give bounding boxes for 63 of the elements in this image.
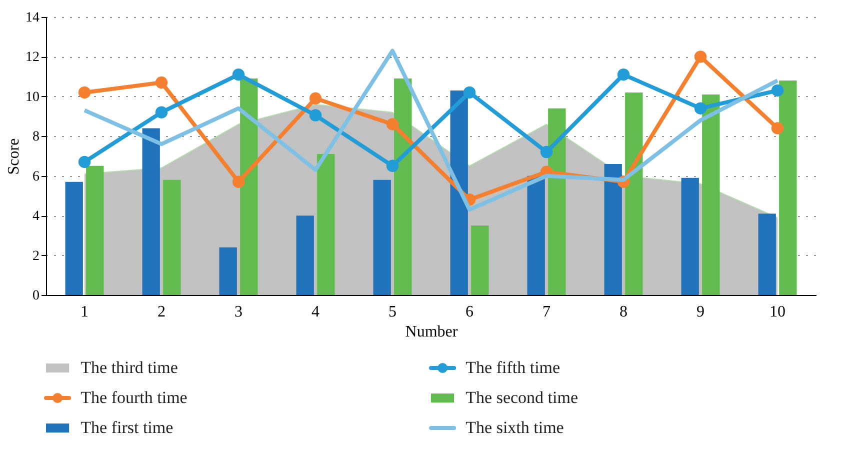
x-tick-label: 4: [312, 304, 320, 320]
point: [694, 102, 707, 114]
y-tick-label: 2: [32, 248, 40, 264]
bar: [779, 80, 797, 295]
point: [771, 122, 784, 134]
legend-label: The first time: [80, 418, 174, 437]
y-tick-label: 8: [32, 130, 40, 145]
y-tick-label: 0: [32, 288, 40, 304]
bar: [471, 226, 489, 295]
x-tick-label: 1: [80, 304, 88, 320]
y-axis-title: Score: [6, 138, 22, 175]
point: [540, 146, 553, 158]
bar: [142, 128, 160, 295]
bar: [702, 94, 720, 295]
bar: [394, 78, 412, 295]
bar: [296, 216, 314, 295]
x-tick-label: 2: [158, 304, 166, 320]
bar: [450, 90, 468, 295]
bar: [317, 154, 335, 295]
point: [232, 176, 245, 188]
y-tick-label: 10: [26, 90, 40, 105]
x-tick-label: 7: [542, 304, 550, 320]
x-tick-label: 3: [234, 304, 242, 320]
legend-label: The fourth time: [80, 388, 188, 407]
point: [694, 50, 707, 63]
bar: [373, 180, 391, 295]
point: [155, 76, 168, 89]
point: [617, 68, 630, 81]
bar: [527, 176, 545, 295]
legend-label: The second time: [466, 388, 578, 407]
bar: [86, 166, 104, 295]
y-tick-label: 4: [32, 209, 40, 224]
point: [309, 109, 322, 122]
y-tick-label: 14: [26, 10, 40, 26]
bar: [65, 182, 83, 295]
x-tick-label: 8: [620, 304, 628, 320]
point: [78, 156, 91, 168]
point: [771, 84, 784, 97]
bar: [219, 247, 237, 295]
bar: [604, 164, 622, 295]
x-tick-label: 10: [770, 304, 786, 320]
bar: [163, 180, 181, 295]
bar: [240, 78, 258, 295]
x-tick-label: 9: [696, 304, 704, 320]
point: [463, 86, 476, 99]
legend-label: The fifth time: [466, 358, 560, 377]
y-tick-label: 6: [32, 169, 40, 184]
y-tick-label: 12: [26, 50, 40, 66]
legend-label: The third time: [80, 358, 178, 377]
point: [309, 92, 322, 105]
legend-label: The sixth time: [466, 418, 564, 437]
point: [386, 118, 399, 130]
x-tick-label: 5: [388, 304, 396, 320]
point: [155, 106, 168, 118]
point: [232, 68, 245, 81]
bar: [625, 92, 643, 295]
bar: [758, 214, 776, 295]
x-tick-label: 6: [466, 304, 474, 320]
x-axis-title: Number: [405, 324, 458, 340]
bar: [681, 178, 699, 295]
point: [386, 160, 399, 172]
point: [78, 86, 91, 99]
bar: [548, 108, 566, 295]
